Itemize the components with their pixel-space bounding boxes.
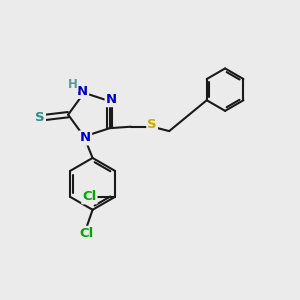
Text: N: N (77, 85, 88, 98)
Text: N: N (80, 131, 91, 145)
Text: Cl: Cl (80, 227, 94, 240)
Text: S: S (147, 118, 157, 131)
Text: S: S (35, 111, 45, 124)
Text: N: N (106, 93, 117, 106)
Text: H: H (68, 78, 78, 91)
Text: Cl: Cl (82, 190, 97, 203)
